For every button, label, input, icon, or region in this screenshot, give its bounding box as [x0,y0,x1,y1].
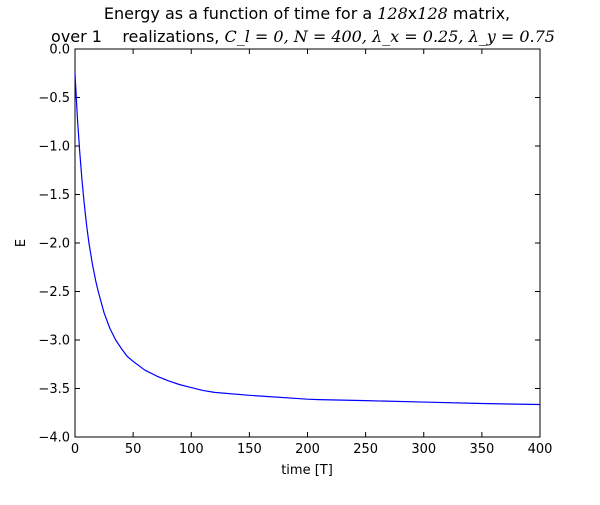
axis-ticks [74,48,541,438]
x-tick-label: 100 [179,442,204,457]
x-axis-label: time [T] [281,463,333,478]
y-axis-label: E [14,239,29,247]
y-tick-label: −1.0 [38,140,70,155]
y-tick-label: −3.5 [38,382,70,397]
y-tick-label: −1.5 [38,188,70,203]
y-tick-label: −2.5 [38,285,70,300]
y-tick-label: 0.0 [49,43,70,58]
chart-title-math: C_l = 0, N = 400, λ_x = 0.25, λ_y = 0.75 [224,27,555,46]
x-tick-label: 150 [237,442,262,457]
chart-title-line-2: over 1 realizations, C_l = 0, N = 400, λ… [51,27,555,46]
x-tick-label: 200 [295,442,320,457]
x-tick-label: 0 [71,442,79,457]
x-tick-label: 250 [353,442,378,457]
y-tick-label: −4.0 [38,431,70,446]
y-tick-label: −2.0 [38,237,70,252]
y-tick-label: −0.5 [38,91,70,106]
axis-tick-labels: 0 50 100 150 200 250 300 350 400 0.0 −0.5 −1.0 −1.5 −… [38,43,552,458]
energy-series-line [74,73,541,406]
y-tick-label: −3.0 [38,334,70,349]
x-tick-label: 300 [411,442,436,457]
plot-area-frame [74,48,541,438]
x-tick-label: 50 [125,442,142,457]
x-tick-label: 400 [528,442,553,457]
chart-title-line-1: Energy as a function of time for a 128x1… [104,4,510,23]
series-group [74,73,541,406]
x-tick-label: 350 [469,442,494,457]
